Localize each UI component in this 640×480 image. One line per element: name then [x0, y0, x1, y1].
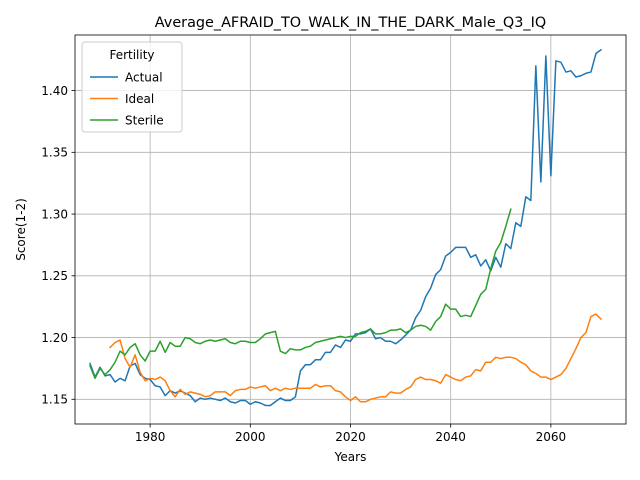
legend-label-sterile: Sterile — [125, 114, 164, 128]
legend-title: Fertility — [109, 48, 154, 62]
y-tick-label: 1.25 — [41, 269, 68, 283]
y-tick-label: 1.35 — [41, 146, 68, 160]
y-axis-label: Score(1-2) — [14, 198, 28, 261]
y-axis-ticks: 1.15 1.20 1.25 1.30 1.35 1.40 — [41, 84, 75, 407]
grid — [75, 35, 626, 424]
x-axis-ticks: 1980 2000 2020 2040 2060 — [135, 424, 566, 444]
legend-label-ideal: Ideal — [125, 92, 154, 106]
x-tick-label: 1980 — [135, 430, 166, 444]
y-tick-label: 1.15 — [41, 393, 68, 407]
y-tick-label: 1.20 — [41, 331, 68, 345]
y-tick-label: 1.30 — [41, 207, 68, 221]
legend-box — [81, 41, 183, 133]
legend-label-actual: Actual — [125, 71, 163, 85]
x-tick-label: 2040 — [435, 430, 466, 444]
x-axis-label: Years — [334, 450, 367, 464]
legend-entries: Actual Ideal Sterile — [90, 71, 164, 128]
series-line-sterile — [89, 208, 512, 380]
x-tick-label: 2060 — [536, 430, 567, 444]
series-line-actual — [89, 48, 602, 407]
y-tick-label: 1.40 — [41, 84, 68, 98]
legend: Fertility Actual Ideal Sterile — [81, 41, 183, 133]
chart-title: Average_AFRAID_TO_WALK_IN_THE_DARK_Male_… — [155, 15, 546, 31]
series-line-ideal — [108, 313, 603, 403]
series-layer — [89, 48, 603, 407]
x-tick-label: 2020 — [335, 430, 366, 444]
x-tick-label: 2000 — [235, 430, 266, 444]
